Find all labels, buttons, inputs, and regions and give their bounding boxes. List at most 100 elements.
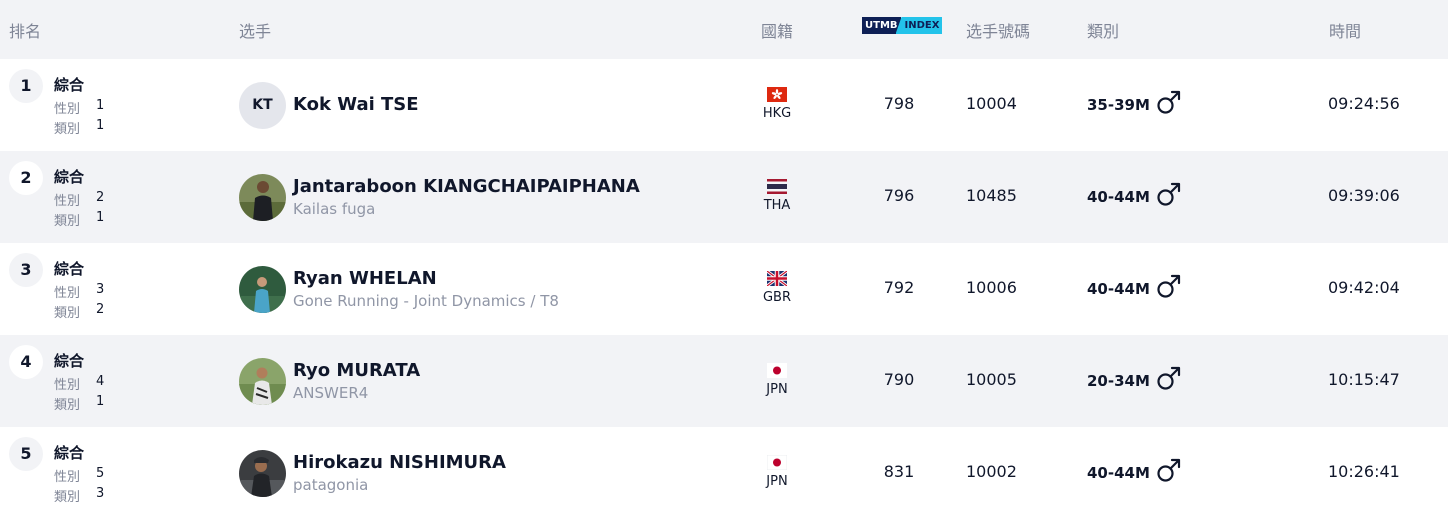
avatar[interactable]	[239, 450, 286, 497]
avatar[interactable]	[239, 358, 286, 405]
bib-number: 10004	[966, 94, 1017, 113]
table-row[interactable]: 3 綜合 性別 3 類別 2 Ryan WHELAN Gone Running - …	[0, 243, 1448, 335]
overall-label: 綜合	[54, 444, 85, 462]
finish-time: 10:26:41	[1328, 462, 1400, 481]
header-runner[interactable]: 选手	[239, 22, 272, 41]
runner-name[interactable]: Hirokazu NISHIMURA	[293, 452, 506, 473]
header-nationality[interactable]: 國籍	[761, 22, 794, 41]
utmb-index-value: 831	[883, 462, 915, 481]
category-rank-value: 3	[96, 486, 105, 501]
overall-label: 綜合	[54, 76, 85, 94]
category-value: 40-44M	[1087, 464, 1150, 482]
utmb-index-value: 796	[883, 186, 915, 205]
utmb-logo-text: UTMB	[862, 17, 901, 34]
header-rank[interactable]: 排名	[9, 22, 42, 41]
runner-photo	[239, 174, 286, 221]
male-symbol-icon	[1157, 90, 1181, 114]
male-symbol-icon	[1157, 366, 1181, 390]
gender-rank: 性別 2	[54, 190, 104, 209]
gender-rank: 性別 3	[54, 282, 104, 301]
gender-rank-value: 1	[96, 98, 105, 113]
utmb-index-value: 790	[883, 370, 915, 389]
rank-badge: 5	[9, 437, 43, 471]
bib-number: 10005	[966, 370, 1017, 389]
bib-number: 10485	[966, 186, 1017, 205]
category-rank: 類別 1	[54, 394, 104, 413]
header-category[interactable]: 類別	[1087, 22, 1120, 41]
gender-rank-label: 性別	[54, 194, 81, 209]
thailand-flag-icon	[767, 179, 787, 194]
gender-rank-value: 2	[96, 190, 105, 205]
male-symbol-icon	[1157, 274, 1181, 298]
table-header: 排名 选手 國籍 UTMB INDEX 选手號碼 類別 時間	[0, 0, 1448, 59]
runner-photo	[239, 450, 286, 497]
avatar[interactable]	[239, 174, 286, 221]
nationality-code: THA	[763, 198, 791, 213]
runner-photo	[239, 266, 286, 313]
gender-rank-value: 4	[96, 374, 105, 389]
header-bib[interactable]: 选手號碼	[966, 22, 1031, 41]
male-symbol-icon	[1157, 458, 1181, 482]
gender-rank: 性別 5	[54, 466, 104, 485]
japan-flag-icon	[767, 363, 787, 378]
team-name: Kailas fuga	[293, 200, 376, 218]
uk-flag-icon	[767, 271, 787, 286]
runner-name[interactable]: Kok Wai TSE	[293, 94, 419, 115]
bib-number: 10002	[966, 462, 1017, 481]
runner-name[interactable]: Jantaraboon KIANGCHAIPAIPHANA	[293, 176, 640, 197]
category-rank-value: 1	[96, 210, 105, 225]
overall-label: 綜合	[54, 260, 85, 278]
gender-rank-value: 3	[96, 282, 105, 297]
gender-rank-label: 性別	[54, 102, 81, 117]
runner-photo	[239, 358, 286, 405]
finish-time: 10:15:47	[1328, 370, 1400, 389]
nationality-code: JPN	[766, 382, 788, 397]
table-row[interactable]: 1 綜合 性別 1 類別 1 KT Kok Wai TSE HKG 798 1000…	[0, 59, 1448, 151]
overall-label: 綜合	[54, 352, 85, 370]
category-rank: 類別 1	[54, 210, 104, 229]
category-rank-label: 類別	[54, 122, 81, 137]
avatar[interactable]: KT	[239, 82, 286, 129]
category-rank-value: 2	[96, 302, 105, 317]
utmb-index-value: 792	[883, 278, 915, 297]
index-logo-text: INDEX	[895, 17, 943, 34]
table-row[interactable]: 2 綜合 性別 2 類別 1 Jantaraboon KIANGCHAIPAIPHA…	[0, 151, 1448, 243]
gender-rank-label: 性別	[54, 286, 81, 301]
gender-rank: 性別 4	[54, 374, 104, 393]
finish-time: 09:39:06	[1328, 186, 1400, 205]
category-rank-label: 類別	[54, 214, 81, 229]
category-value: 35-39M	[1087, 96, 1150, 114]
category-rank-label: 類別	[54, 490, 81, 505]
utmb-index-logo[interactable]: UTMB INDEX	[862, 17, 943, 34]
runner-name[interactable]: Ryo MURATA	[293, 360, 421, 381]
gender-rank-label: 性別	[54, 470, 81, 485]
rank-badge: 4	[9, 345, 43, 379]
header-time[interactable]: 時間	[1329, 22, 1362, 41]
team-name: Gone Running - Joint Dynamics / T8	[293, 292, 559, 310]
nationality-code: GBR	[762, 290, 792, 305]
team-name: patagonia	[293, 476, 369, 494]
overall-label: 綜合	[54, 168, 85, 186]
table-row[interactable]: 4 綜合 性別 4 類別 1 Ryo MURATA ANSWER4 JPN 790 …	[0, 335, 1448, 427]
japan-flag-icon	[767, 455, 787, 470]
runner-name[interactable]: Ryan WHELAN	[293, 268, 437, 289]
nationality-code: JPN	[766, 474, 788, 489]
utmb-index-value: 798	[883, 94, 915, 113]
rank-badge: 2	[9, 161, 43, 195]
team-name: ANSWER4	[293, 384, 369, 402]
category-rank-label: 類別	[54, 398, 81, 413]
male-symbol-icon	[1157, 182, 1181, 206]
category-value: 40-44M	[1087, 280, 1150, 298]
category-rank: 類別 1	[54, 118, 104, 137]
category-rank-value: 1	[96, 118, 105, 133]
avatar[interactable]	[239, 266, 286, 313]
finish-time: 09:42:04	[1328, 278, 1400, 297]
finish-time: 09:24:56	[1328, 94, 1400, 113]
gender-rank-label: 性別	[54, 378, 81, 393]
table-row[interactable]: 5 綜合 性別 5 類別 3 Hirokazu NISHIMURA patagoni…	[0, 427, 1448, 519]
gender-rank: 性別 1	[54, 98, 104, 117]
category-value: 40-44M	[1087, 188, 1150, 206]
category-rank-value: 1	[96, 394, 105, 409]
gender-rank-value: 5	[96, 466, 105, 481]
